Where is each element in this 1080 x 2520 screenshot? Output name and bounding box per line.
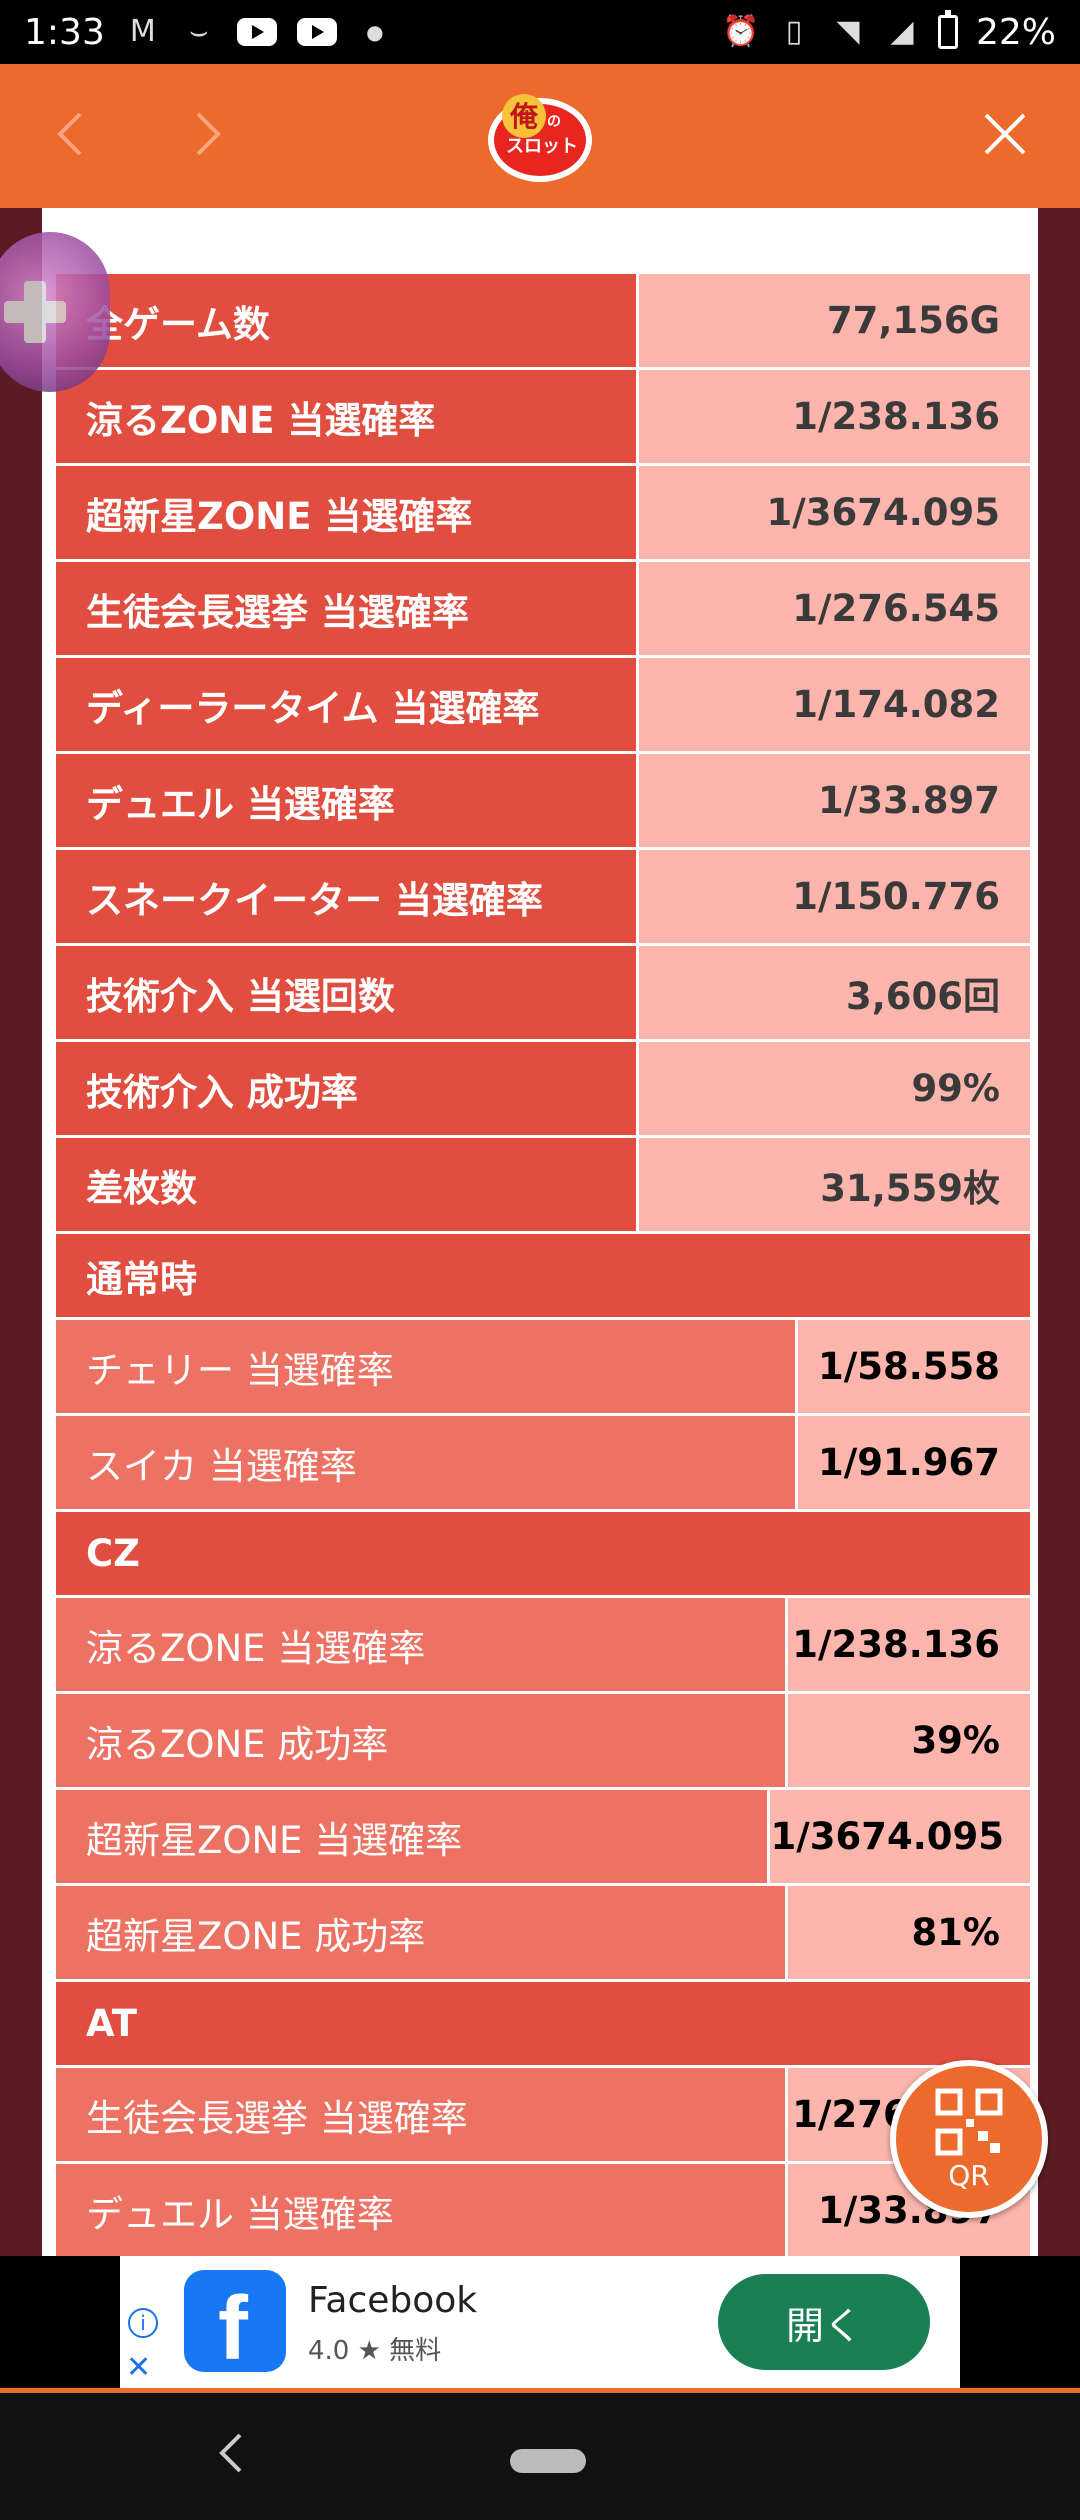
table-row: 涼るZONE 当選確率 1/238.136	[56, 370, 1030, 466]
data-card: 全ゲーム数 77,156G 涼るZONE 当選確率 1/238.136 超新星ZON…	[42, 208, 1038, 2256]
row-label: 技術介入 成功率	[56, 1042, 639, 1135]
table-row: 超新星ZONE 当選確率 1/3674.095	[56, 466, 1030, 562]
svg-text:俺: 俺	[509, 100, 539, 133]
ad-app-name: Facebook	[308, 2280, 478, 2321]
ad-open-button[interactable]: 開く	[718, 2274, 930, 2370]
qr-label: QR	[948, 2158, 990, 2192]
floating-gamepad-button[interactable]	[0, 232, 110, 392]
info-icon[interactable]: i	[128, 2308, 158, 2338]
row-label: 超新星ZONE 成功率	[56, 1886, 788, 1979]
wifi-icon: ◥	[836, 14, 860, 49]
table-row: デュエル 当選確率 1/33.897	[56, 754, 1030, 850]
table-row: スイカ 当選確率 1/91.967	[56, 1416, 1030, 1512]
table-row: チェリー 当選確率 1/58.558	[56, 1320, 1030, 1416]
close-icon[interactable]: ✕	[126, 2350, 152, 2385]
dpad-icon	[4, 281, 66, 343]
row-label: スネークイーター 当選確率	[56, 850, 639, 943]
section-header-at: AT	[56, 1982, 1030, 2068]
row-label: 超新星ZONE 当選確率	[56, 1790, 771, 1883]
chevron-right-icon[interactable]	[176, 104, 236, 164]
row-label: 生徒会長選挙 当選確率	[56, 2068, 788, 2161]
row-label: 涼るZONE 当選確率	[56, 370, 639, 463]
facebook-logo-icon: f	[184, 2270, 286, 2372]
table-row: スネークイーター 当選確率 1/150.776	[56, 850, 1030, 946]
table-row: 涼るZONE 成功率 39%	[56, 1694, 1030, 1790]
ad-rating: 4.0 ★ 無料	[308, 2336, 442, 2366]
qr-code-icon	[935, 2088, 1003, 2155]
row-label: 生徒会長選挙 当選確率	[56, 562, 639, 655]
amazon-icon: ⌣	[188, 14, 209, 49]
row-value: 1/33.897	[639, 754, 1030, 847]
row-value: 1/238.136	[639, 370, 1030, 463]
row-label: 差枚数	[56, 1138, 639, 1231]
alarm-icon: ⏰	[721, 14, 760, 49]
section-header-normal: 通常時	[56, 1234, 1030, 1320]
qr-button[interactable]: QR	[890, 2060, 1048, 2218]
table-row: 技術介入 当選回数 3,606回	[56, 946, 1030, 1042]
ad-banner: i ✕ f Facebook 4.0 ★ 無料 開く	[0, 2256, 1080, 2388]
row-value: 1/91.967	[798, 1416, 1030, 1509]
row-label: デュエル 当選確率	[56, 754, 639, 847]
battery-level: 22%	[975, 11, 1056, 53]
row-value: 1/58.558	[798, 1320, 1030, 1413]
row-value: 1/3674.095	[639, 466, 1030, 559]
row-value: 1/276.545	[639, 562, 1030, 655]
signal-icon: ◢	[890, 14, 914, 49]
row-value: 77,156G	[639, 274, 1030, 367]
chevron-left-icon[interactable]	[42, 104, 102, 164]
table-row: 全ゲーム数 77,156G	[56, 274, 1030, 370]
row-label: ディーラータイム 当選確率	[56, 658, 639, 751]
youtube-icon	[236, 18, 277, 46]
back-icon[interactable]	[210, 2423, 250, 2483]
home-pill[interactable]	[510, 2449, 586, 2473]
row-value: 1/3674.095	[770, 1790, 1030, 1883]
content-area[interactable]: 全ゲーム数 77,156G 涼るZONE 当選確率 1/238.136 超新星ZON…	[0, 208, 1080, 2256]
row-label: 涼るZONE 当選確率	[56, 1598, 788, 1691]
row-value: 31,559枚	[639, 1138, 1030, 1231]
site-logo[interactable]: 俺 の スロット	[484, 86, 596, 186]
gmail-icon: M	[129, 14, 156, 49]
row-label: 技術介入 当選回数	[56, 946, 639, 1039]
row-label: 超新星ZONE 当選確率	[56, 466, 639, 559]
section-header-cz: CZ	[56, 1512, 1030, 1598]
status-bar: 1:33 M ⌣ ● ⏰ ▯ ◥ ◢ 22%	[0, 0, 1080, 64]
row-value: 81%	[788, 1886, 1030, 1979]
table-row: 涼るZONE 当選確率 1/238.136	[56, 1598, 1030, 1694]
table-row: デュエル 当選確率 1/33.897	[56, 2164, 1030, 2256]
system-nav-bar	[0, 2388, 1080, 2520]
row-label: 涼るZONE 成功率	[56, 1694, 788, 1787]
row-label: チェリー 当選確率	[56, 1320, 798, 1413]
row-value: 1/238.136	[788, 1598, 1030, 1691]
row-label: 全ゲーム数	[56, 274, 639, 367]
row-value: 99%	[639, 1042, 1030, 1135]
row-value: 3,606回	[639, 946, 1030, 1039]
status-time: 1:33	[24, 11, 105, 53]
close-icon[interactable]	[980, 109, 1030, 159]
svg-text:スロット: スロット	[506, 136, 578, 157]
table-row: 超新星ZONE 当選確率 1/3674.095	[56, 1790, 1030, 1886]
ad-content[interactable]: i ✕ f Facebook 4.0 ★ 無料 開く	[120, 2256, 960, 2388]
dot-icon: ●	[366, 20, 384, 44]
svg-text:の: の	[547, 114, 561, 130]
row-value: 1/174.082	[639, 658, 1030, 751]
data-table: 全ゲーム数 77,156G 涼るZONE 当選確率 1/238.136 超新星ZON…	[56, 274, 1030, 2256]
row-value: 39%	[788, 1694, 1030, 1787]
table-row: 技術介入 成功率 99%	[56, 1042, 1030, 1138]
vibrate-icon: ▯	[785, 14, 803, 49]
row-label: スイカ 当選確率	[56, 1416, 798, 1509]
table-row: 超新星ZONE 成功率 81%	[56, 1886, 1030, 1982]
table-row: 差枚数 31,559枚	[56, 1138, 1030, 1234]
row-value: 1/150.776	[639, 850, 1030, 943]
battery-icon	[937, 10, 958, 49]
row-label: デュエル 当選確率	[56, 2164, 788, 2256]
app-header: 俺 の スロット	[0, 64, 1080, 208]
table-row: ディーラータイム 当選確率 1/174.082	[56, 658, 1030, 754]
youtube-icon	[296, 18, 337, 46]
